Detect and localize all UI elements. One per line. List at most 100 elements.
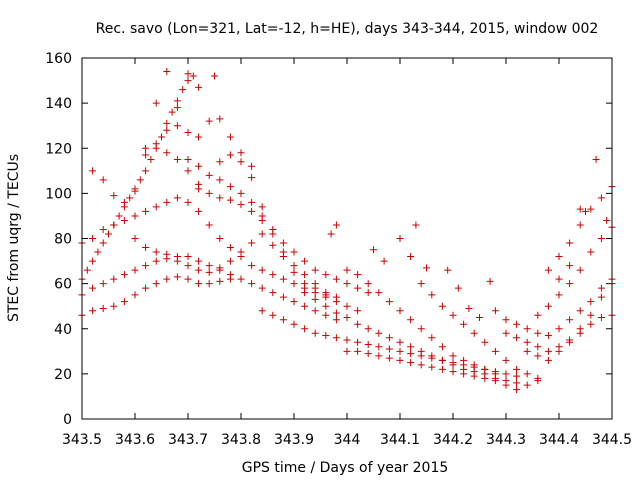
data-point <box>158 133 165 141</box>
data-point <box>237 201 245 209</box>
data-point <box>248 280 256 288</box>
data-point <box>142 244 150 252</box>
data-point <box>152 280 160 288</box>
data-point <box>544 302 552 310</box>
data-point <box>491 377 499 385</box>
data-point <box>173 194 181 202</box>
data-point <box>248 262 256 270</box>
data-point <box>523 347 531 355</box>
data-point <box>597 284 605 292</box>
data-point <box>142 167 150 175</box>
data-point <box>205 221 213 229</box>
y-tick-label: 80 <box>54 232 72 248</box>
data-point <box>523 370 531 378</box>
data-point <box>566 280 574 288</box>
chart-title: Rec. savo (Lon=321, Lat=-12, h=HE), days… <box>96 21 599 37</box>
data-point <box>105 230 112 238</box>
data-point <box>237 158 245 166</box>
data-point <box>226 183 234 191</box>
data-point <box>555 347 563 355</box>
data-point <box>502 381 510 389</box>
data-point <box>216 235 224 242</box>
data-point <box>354 320 362 328</box>
data-point <box>587 248 595 256</box>
data-point <box>279 293 287 301</box>
data-point <box>195 257 203 265</box>
data-point <box>597 194 605 202</box>
data-point <box>152 203 160 211</box>
data-point <box>449 311 457 319</box>
data-point <box>375 289 383 297</box>
data-point <box>555 325 563 333</box>
data-point <box>110 192 118 200</box>
data-point <box>502 329 510 337</box>
data-point <box>205 189 213 197</box>
data-point <box>576 205 584 213</box>
data-point <box>216 158 224 166</box>
data-point <box>354 307 362 315</box>
data-point <box>423 264 430 272</box>
data-point <box>290 268 298 276</box>
data-point <box>131 212 139 220</box>
data-point <box>449 368 457 376</box>
data-point <box>311 284 319 292</box>
data-point <box>603 216 611 224</box>
data-point <box>269 271 277 279</box>
x-tick-label: 344.5 <box>592 432 632 448</box>
data-point <box>248 174 256 182</box>
data-point <box>502 370 510 378</box>
x-tick-label: 343.7 <box>168 432 208 448</box>
data-point <box>269 289 277 297</box>
data-point <box>513 386 521 394</box>
data-point <box>301 325 309 333</box>
data-point <box>375 343 383 351</box>
data-point <box>173 273 181 281</box>
data-point <box>502 356 510 364</box>
y-tick-label: 40 <box>54 322 72 338</box>
x-tick-label: 344.4 <box>539 432 579 448</box>
data-point <box>147 156 155 164</box>
data-point <box>428 363 436 371</box>
data-point <box>322 311 330 319</box>
y-tick-label: 140 <box>45 96 72 112</box>
data-points <box>78 68 616 394</box>
data-point <box>396 307 404 315</box>
data-point <box>173 97 181 105</box>
data-point <box>470 372 478 380</box>
data-point <box>486 277 494 285</box>
data-point <box>343 266 351 274</box>
data-point <box>470 361 478 369</box>
data-point <box>332 275 340 283</box>
data-point <box>258 230 266 238</box>
data-point <box>311 266 319 274</box>
data-point <box>407 350 415 358</box>
data-point <box>481 374 489 382</box>
data-point <box>142 262 150 270</box>
data-point <box>354 338 362 346</box>
data-point <box>438 365 446 373</box>
data-point <box>449 361 457 369</box>
data-point <box>380 257 388 265</box>
data-point <box>248 162 256 170</box>
data-point <box>184 70 192 78</box>
data-point <box>189 72 197 80</box>
data-point <box>332 293 340 301</box>
data-point <box>131 235 139 242</box>
data-point <box>417 361 425 369</box>
data-point <box>534 343 542 351</box>
data-point <box>396 356 404 364</box>
data-point <box>544 356 552 364</box>
data-point <box>534 311 542 319</box>
data-point <box>173 122 181 130</box>
data-point <box>131 266 139 274</box>
data-point <box>279 316 287 324</box>
y-axis-label: STEC from uqrg / TECUs <box>6 154 22 322</box>
data-point <box>173 257 181 265</box>
data-point <box>481 365 489 373</box>
data-point <box>226 275 234 283</box>
data-point <box>205 171 213 179</box>
data-point <box>131 187 139 195</box>
data-point <box>142 284 150 292</box>
data-point <box>523 381 531 389</box>
data-point <box>407 253 415 261</box>
